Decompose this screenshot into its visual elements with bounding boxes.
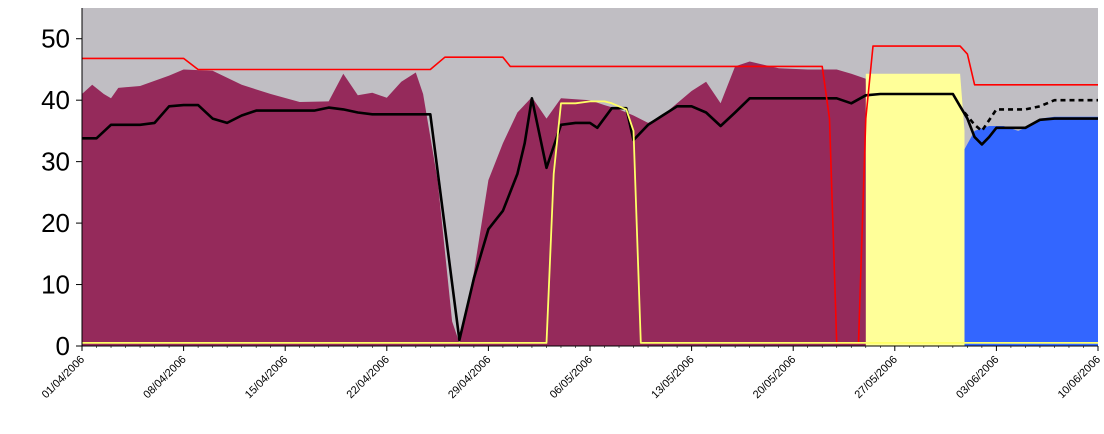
x-tick-label: 08/04/2006 <box>141 354 188 401</box>
x-tick-label: 27/05/2006 <box>853 354 900 401</box>
black-line-series <box>82 92 1098 342</box>
x-axis: 01/04/2006 08/04/2006 15/04/2006 22/04/2006… <box>40 345 1103 401</box>
y-tick-label: 50 <box>41 24 70 54</box>
x-tick-label: 22/04/2006 <box>345 354 392 401</box>
x-tick-label: 06/05/2006 <box>548 354 595 401</box>
series-layer <box>82 45 1098 347</box>
y-tick-label: 40 <box>41 85 70 115</box>
x-tick-label: 20/05/2006 <box>751 354 798 401</box>
maroon-area-series <box>82 61 873 346</box>
x-tick-label: 29/04/2006 <box>446 354 493 401</box>
yellow-line-series <box>82 100 1098 344</box>
x-tick-label: 13/05/2006 <box>649 354 696 401</box>
y-tick-label: 10 <box>41 270 70 300</box>
x-tick-label: 15/04/2006 <box>243 354 290 401</box>
y-tick-label: 20 <box>41 208 70 238</box>
blue-area-series <box>964 116 1098 346</box>
yellow-area-series <box>865 73 965 347</box>
y-tick-label: 30 <box>41 147 70 177</box>
black-dashed-line-series <box>963 98 1098 133</box>
red-line-series <box>82 45 1098 344</box>
x-tick-label: 10/06/2006 <box>1056 354 1103 401</box>
y-tick-label: 0 <box>56 331 70 361</box>
y-axis: 0 10 20 30 40 50 <box>41 8 83 361</box>
x-tick-label: 03/06/2006 <box>954 354 1001 401</box>
